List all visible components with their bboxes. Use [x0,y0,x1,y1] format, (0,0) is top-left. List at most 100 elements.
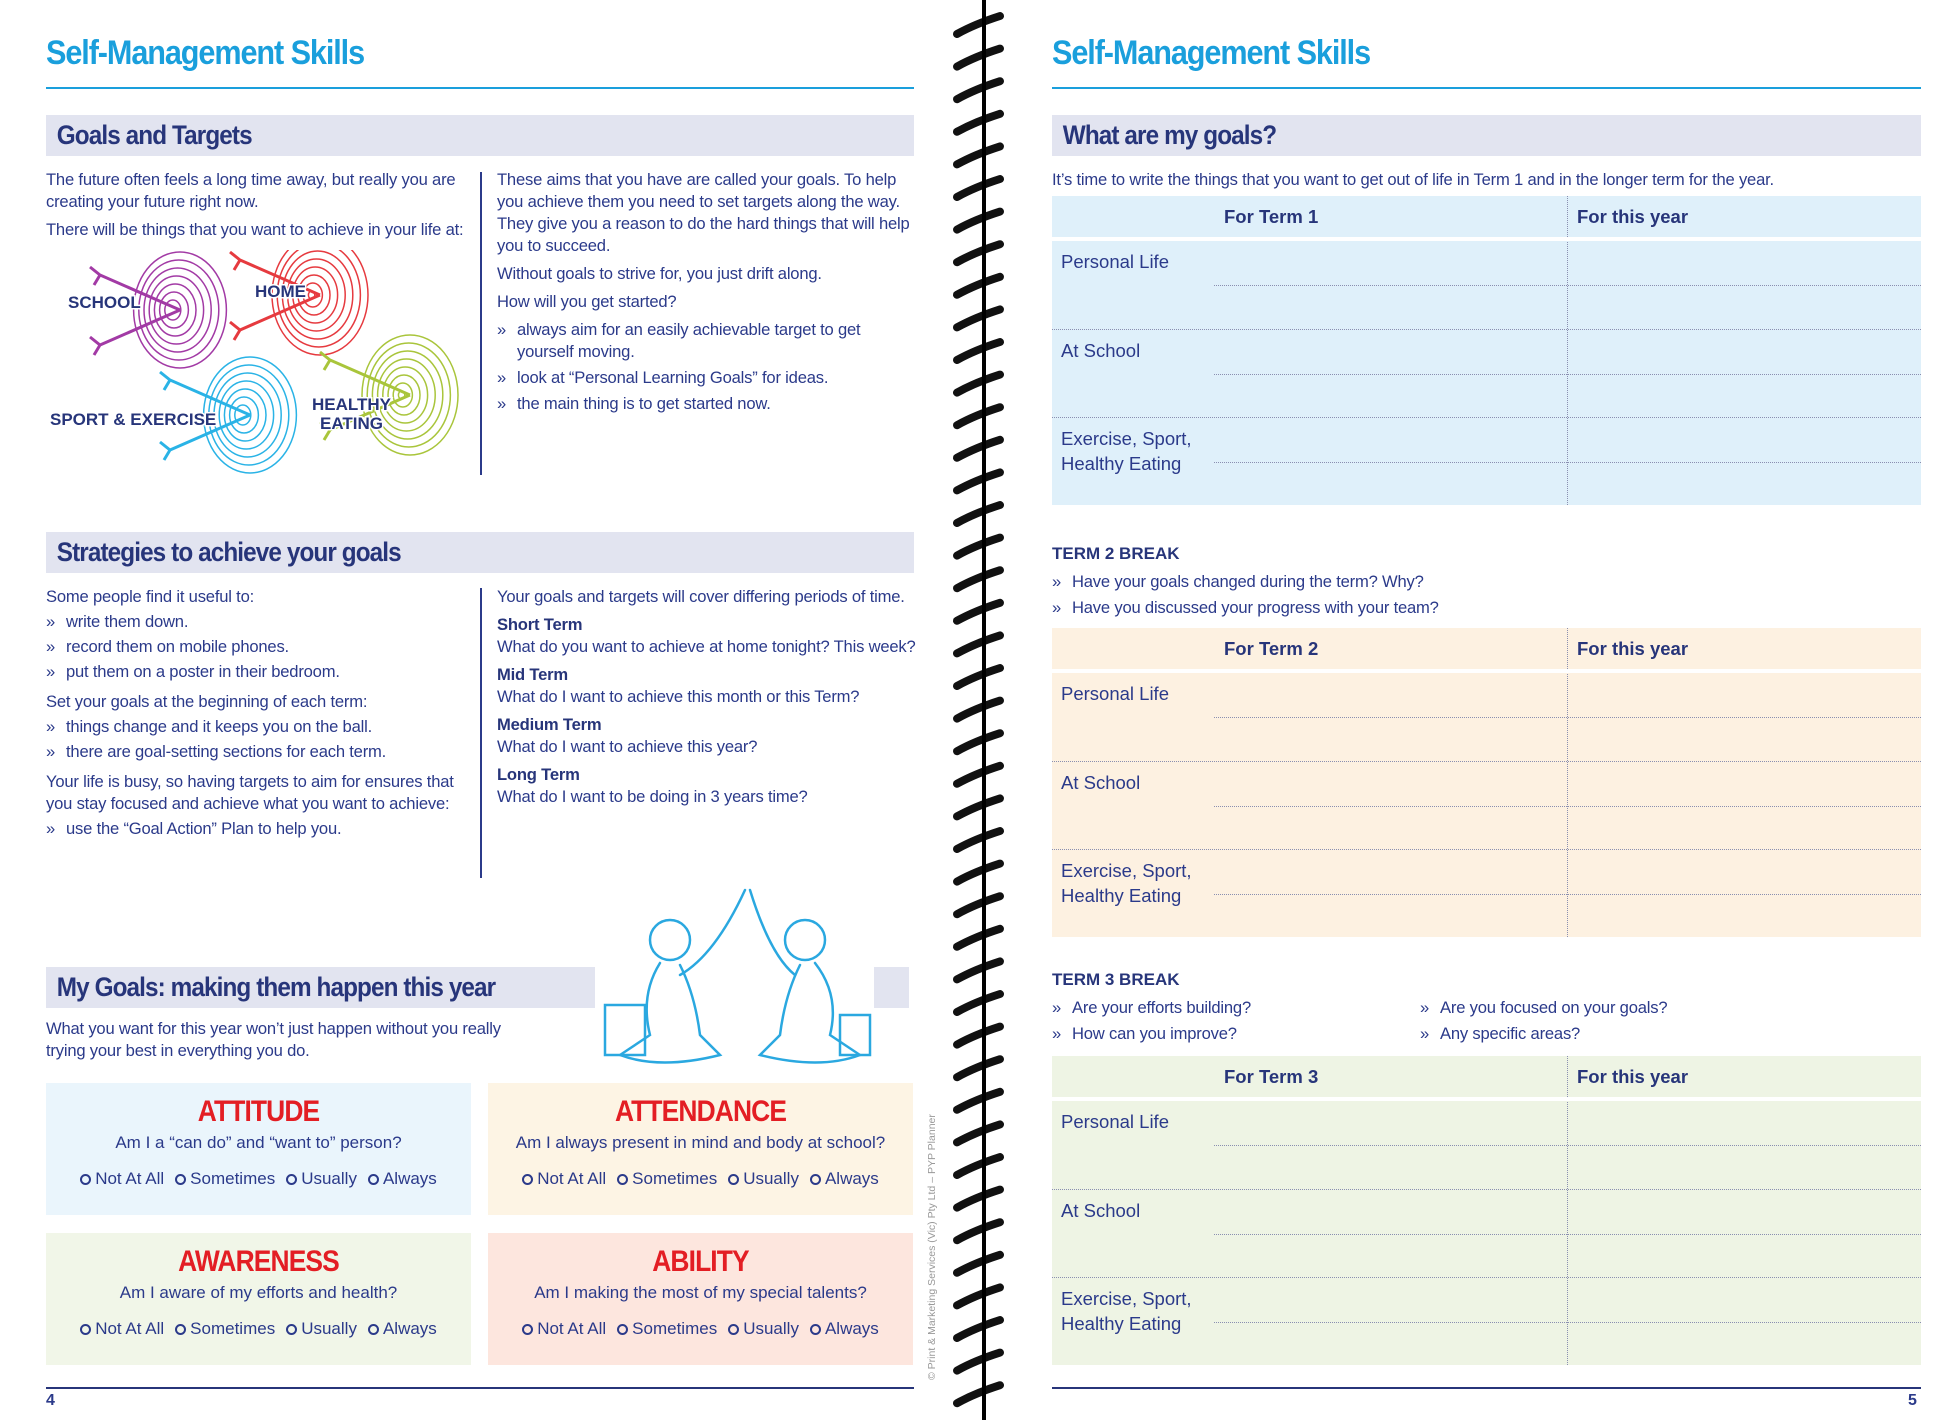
radio-circle-icon[interactable] [175,1323,187,1335]
bullet: How can you improve? [1052,1023,1251,1045]
option-label: Always [382,1319,437,1338]
radio-circle-icon[interactable] [80,1323,92,1335]
column-divider [1567,1056,1568,1365]
row-label: Exercise, Sport, Healthy Eating [1061,428,1192,474]
rating-option[interactable]: Always [367,1169,437,1189]
table-row[interactable]: At School [1052,329,1921,417]
copyright: © Print & Marketing Services (Vic) Pty L… [926,1114,938,1380]
writing-line [1214,806,1921,807]
table-header: For Term 2 For this year [1052,628,1921,673]
radio-circle-icon[interactable] [728,1173,740,1185]
rating-option[interactable]: Usually [728,1169,799,1189]
table-row[interactable]: At School [1052,1189,1921,1277]
column-header: For this year [1577,206,1689,227]
rating-option[interactable]: Sometimes [175,1319,275,1339]
term3-break-bullets: Are your efforts building? How can you i… [1052,997,1251,1049]
spiral-coil [953,827,1004,853]
spiral-coil [953,468,1004,495]
spiral-coil [953,631,1004,658]
target-label: SPORT & EXERCISE [50,410,216,429]
option-label: Not At All [95,1169,165,1188]
rating-options: Not At All Sometimes Usually Always [46,1319,471,1339]
box-title: ABILITY [652,1245,749,1278]
option-label: Sometimes [632,1319,718,1338]
goals-table: For Term 3 For this year Personal Life At … [1052,1056,1921,1365]
table-row[interactable]: Personal Life [1052,1101,1921,1189]
radio-circle-icon[interactable] [728,1323,740,1335]
goals-table: For Term 1 For this year Personal Life At … [1052,196,1921,505]
page-number-left: 4 [46,1392,55,1409]
rating-option[interactable]: Usually [728,1319,799,1339]
target-label: SCHOOL [68,293,141,312]
radio-circle-icon[interactable] [809,1173,821,1185]
table-row[interactable]: Personal Life [1052,241,1921,329]
paragraph: Some people find it useful to: [46,587,255,606]
term-text: What do I want to achieve this month or … [497,687,860,706]
radio-circle-icon[interactable] [367,1323,379,1335]
radio-circle-icon[interactable] [617,1173,629,1185]
radio-circle-icon[interactable] [617,1323,629,1335]
table-row[interactable]: Personal Life [1052,673,1921,761]
option-label: Usually [301,1319,357,1338]
table-row[interactable]: Exercise, Sport, Healthy Eating [1052,849,1921,937]
rating-option[interactable]: Sometimes [617,1169,717,1189]
radio-circle-icon[interactable] [286,1173,298,1185]
rating-option[interactable]: Always [367,1319,437,1339]
paragraph: Set your goals at the beginning of each … [46,692,368,711]
spiral-coil [953,1218,1004,1245]
rating-option[interactable]: Not At All [522,1169,606,1189]
column-header: For this year [1577,1066,1689,1087]
paragraph: Without goals to strive for, you just dr… [497,264,822,283]
radio-circle-icon[interactable] [522,1173,534,1185]
spiral-coil [953,207,1004,234]
bullet: record them on mobile phones. [46,636,476,658]
box-question: Am I a “can do” and “want to” person? [115,1133,402,1152]
rating-option[interactable]: Not At All [80,1319,164,1339]
column-divider [480,172,482,475]
table-row[interactable]: Exercise, Sport, Healthy Eating [1052,417,1921,505]
self-check-box: ABILITY Am I making the most of my speci… [488,1233,913,1365]
spiral-coil [953,1087,1004,1114]
target-icon [89,251,228,369]
bullet: Are you focused on your goals? [1420,997,1668,1019]
section-band: Strategies to achieve your goals [46,532,914,573]
table-row[interactable]: Exercise, Sport, Healthy Eating [1052,1277,1921,1365]
title-rule [46,87,914,89]
column-header: For this year [1577,638,1689,659]
option-label: Always [382,1169,437,1188]
radio-circle-icon[interactable] [809,1323,821,1335]
rating-option[interactable]: Always [809,1319,879,1339]
rating-option[interactable]: Sometimes [175,1169,275,1189]
goals-col2: These aims that you have are called your… [497,169,917,419]
table-header: For Term 3 For this year [1052,1056,1921,1101]
bullet: always aim for an easily achievable targ… [497,319,917,363]
radio-circle-icon[interactable] [80,1173,92,1185]
spiral-coil [953,272,1004,299]
spiral-coil [953,1381,1004,1408]
paragraph: There will be things that you want to ac… [46,220,464,239]
column-divider [480,588,482,878]
radio-circle-icon[interactable] [522,1323,534,1335]
rating-option[interactable]: Usually [286,1169,357,1189]
rating-option[interactable]: Not At All [80,1169,164,1189]
bullet: put them on a poster in their bedroom. [46,661,476,683]
radio-circle-icon[interactable] [175,1173,187,1185]
radio-circle-icon[interactable] [367,1173,379,1185]
rating-option[interactable]: Sometimes [617,1319,717,1339]
option-label: Not At All [537,1169,607,1188]
radio-circle-icon[interactable] [286,1323,298,1335]
spiral-coil [953,1153,1004,1179]
rating-option[interactable]: Usually [286,1319,357,1339]
bullet: the main thing is to get started now. [497,393,917,415]
spiral-coil [953,1348,1004,1375]
table-row[interactable]: At School [1052,761,1921,849]
rating-option[interactable]: Always [809,1169,879,1189]
spiral-coil [953,566,1004,593]
section-heading: What are my goals? [1062,120,1277,150]
spiral-coil [953,892,1004,919]
row-label: At School [1061,1200,1141,1221]
option-label: Sometimes [190,1319,276,1338]
rating-option[interactable]: Not At All [522,1319,606,1339]
option-label: Always [824,1169,879,1188]
row-label: Personal Life [1061,251,1169,272]
